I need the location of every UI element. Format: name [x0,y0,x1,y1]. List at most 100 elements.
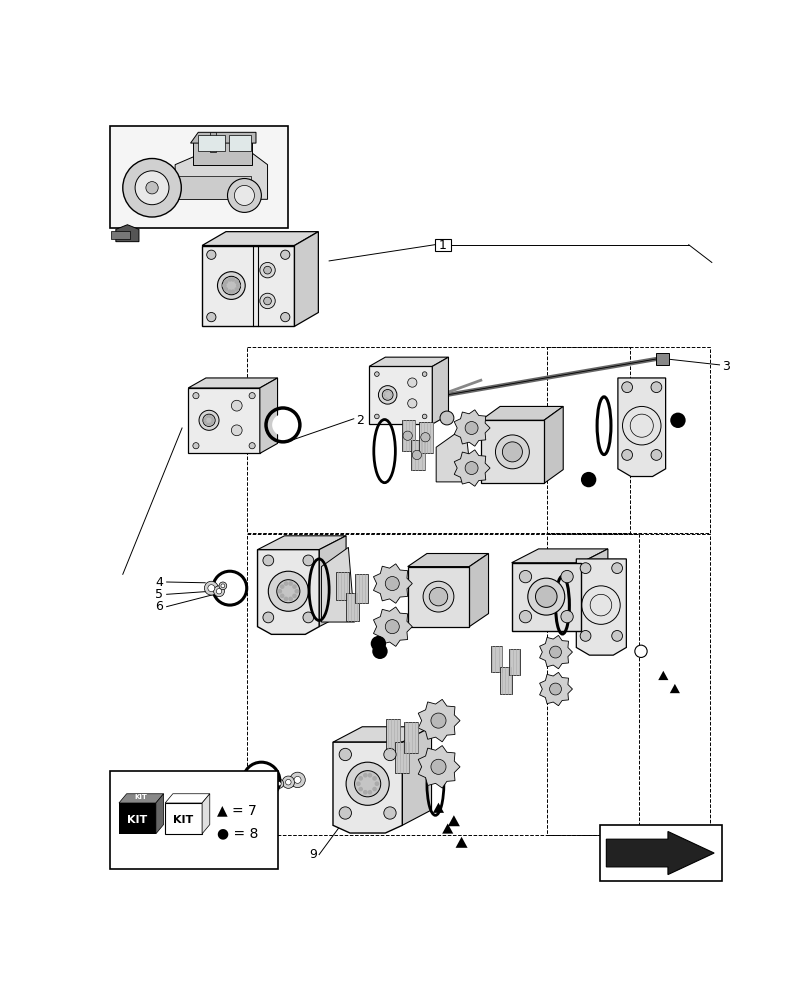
Circle shape [236,283,240,288]
Circle shape [192,443,199,449]
Circle shape [292,584,297,589]
Polygon shape [202,794,209,834]
Circle shape [222,276,240,295]
Polygon shape [165,794,209,803]
Bar [410,440,424,470]
Circle shape [204,420,207,423]
Circle shape [208,423,211,426]
Circle shape [374,781,379,786]
Polygon shape [431,357,448,424]
Circle shape [199,410,219,430]
Circle shape [611,631,622,641]
Polygon shape [455,837,467,848]
Circle shape [429,587,447,606]
Polygon shape [321,547,354,622]
Polygon shape [418,699,460,742]
Circle shape [294,589,298,594]
Circle shape [339,748,351,761]
Circle shape [227,179,261,212]
Circle shape [519,610,531,623]
Circle shape [219,582,226,590]
Bar [202,246,294,326]
Circle shape [281,250,290,259]
Circle shape [264,297,271,305]
Polygon shape [453,450,490,486]
Circle shape [221,584,225,588]
Polygon shape [418,746,460,788]
Circle shape [669,413,684,428]
Bar [407,567,469,627]
Circle shape [440,411,453,425]
Circle shape [274,779,283,788]
Circle shape [422,414,427,419]
Circle shape [211,419,214,422]
Circle shape [288,597,293,601]
Bar [403,722,417,753]
Polygon shape [118,803,156,834]
Circle shape [230,277,235,282]
Text: ● = 8: ● = 8 [217,827,259,841]
Polygon shape [448,815,459,826]
Circle shape [422,372,427,376]
Circle shape [223,279,228,284]
Circle shape [223,287,228,292]
Polygon shape [165,803,202,834]
Circle shape [431,759,445,774]
Circle shape [621,382,632,393]
Circle shape [217,272,245,299]
Circle shape [519,570,531,583]
Circle shape [263,612,273,623]
Circle shape [549,646,560,658]
Bar [599,825,721,881]
Circle shape [277,580,299,603]
Circle shape [280,594,284,598]
Circle shape [222,283,226,288]
Circle shape [231,400,242,411]
Circle shape [249,393,255,399]
Circle shape [384,395,385,396]
Circle shape [288,581,293,586]
Circle shape [234,287,238,292]
Circle shape [283,581,288,586]
Bar [354,574,367,603]
Circle shape [385,397,386,399]
Circle shape [560,610,573,623]
Bar [247,534,639,835]
Polygon shape [480,406,563,420]
Circle shape [339,807,351,819]
Circle shape [389,392,391,393]
Polygon shape [116,225,139,242]
Circle shape [465,422,478,434]
Circle shape [634,645,646,657]
Polygon shape [294,232,318,326]
Circle shape [363,773,367,778]
Circle shape [345,762,388,805]
Circle shape [385,391,386,393]
Bar [386,719,400,750]
Circle shape [249,443,255,449]
Circle shape [204,417,207,420]
Circle shape [527,578,564,615]
Bar [209,132,216,152]
Text: KIT: KIT [173,815,193,825]
Circle shape [611,563,622,574]
Polygon shape [543,406,563,483]
Bar [109,126,288,228]
Circle shape [210,421,213,424]
Circle shape [534,586,556,607]
Circle shape [283,597,288,601]
Polygon shape [188,378,277,388]
Circle shape [264,266,271,274]
Bar [655,353,668,365]
Circle shape [382,389,393,400]
Circle shape [579,563,590,574]
Circle shape [277,782,281,786]
Circle shape [560,570,573,583]
Text: 9: 9 [309,848,317,861]
Polygon shape [432,803,444,813]
Circle shape [206,415,208,418]
Circle shape [146,182,158,194]
Circle shape [363,790,367,795]
Circle shape [290,772,305,788]
Circle shape [412,450,421,460]
